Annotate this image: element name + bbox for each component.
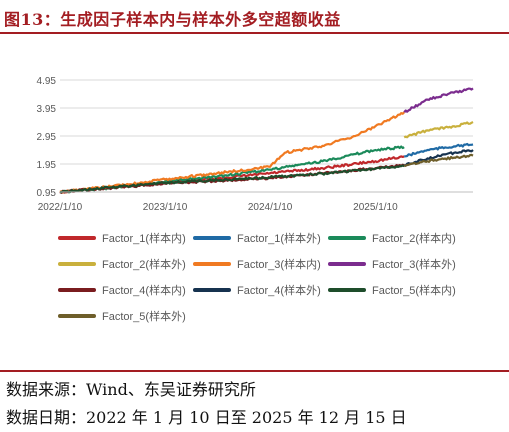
series-line [404, 149, 474, 167]
legend-swatch [58, 314, 96, 318]
legend-item: Factor_4(样本外) [193, 282, 321, 298]
legend-label: Factor_4(样本外) [237, 285, 321, 297]
legend-item: Factor_3(样本内) [193, 256, 321, 272]
y-tick-label: 4.95 [37, 76, 57, 87]
legend-item: Factor_2(样本内) [328, 230, 456, 246]
title-rule [0, 32, 509, 34]
x-tick-label: 2025/1/10 [353, 202, 398, 213]
legend-label: Factor_5(样本内) [372, 285, 456, 297]
legend-swatch [58, 262, 96, 266]
legend-label: Factor_4(样本内) [102, 285, 186, 297]
x-tick-label: 2022/1/10 [38, 202, 83, 213]
series-line [403, 87, 474, 113]
y-tick-label: 3.95 [37, 104, 57, 115]
legend-swatch [328, 288, 366, 292]
legend-swatch [193, 236, 231, 240]
legend-item: Factor_4(样本内) [58, 282, 186, 298]
legend-item: Factor_3(样本外) [328, 256, 456, 272]
y-tick-label: 1.95 [37, 160, 57, 171]
legend-label: Factor_1(样本外) [237, 233, 321, 245]
y-tick-label: 0.95 [37, 188, 57, 199]
legend-item: Factor_1(样本外) [193, 230, 321, 246]
series-line [403, 121, 474, 139]
source-note: 数据来源：Wind、东吴证券研究所 [6, 380, 256, 399]
legend-label: Factor_2(样本内) [372, 233, 456, 245]
date-note: 数据日期：2022 年 1 月 10 日至 2025 年 12 月 15 日 [6, 408, 407, 427]
legend-item: Factor_2(样本外) [58, 256, 186, 272]
figure-title: 图13：生成因子样本内与样本外多空超额收益 [4, 10, 341, 29]
legend-swatch [58, 236, 96, 240]
series-line [59, 164, 405, 194]
axis-layer: 0.95 1.95 2.95 3.95 4.95 2022/1/10 2023/1/10 20… [37, 76, 473, 213]
legend-label: Factor_3(样本内) [237, 259, 321, 271]
legend-label: Factor_5(样本外) [102, 311, 186, 323]
series-line [404, 142, 474, 158]
legend-swatch [193, 262, 231, 266]
x-tick-label: 2023/1/10 [143, 202, 188, 213]
legend-swatch [58, 288, 96, 292]
legend-label: Factor_2(样本外) [102, 259, 186, 271]
legend-item: Factor_5(样本内) [328, 282, 456, 298]
legend-label: Factor_3(样本外) [372, 259, 456, 271]
line-chart: 0.95 1.95 2.95 3.95 4.95 2022/1/10 2023/1/10 20… [37, 76, 474, 213]
legend-swatch [328, 236, 366, 240]
series-line [59, 111, 406, 194]
legend-label: Factor_1(样本内) [102, 233, 186, 245]
legend-item: Factor_5(样本外) [58, 308, 186, 324]
series-line [403, 153, 474, 168]
footer-rule [0, 370, 509, 372]
x-tick-label: 2024/1/10 [248, 202, 293, 213]
legend-swatch [193, 288, 231, 292]
legend-item: Factor_1(样本内) [58, 230, 186, 246]
series-layer [59, 87, 474, 194]
y-tick-label: 2.95 [37, 132, 57, 143]
legend-swatch [328, 262, 366, 266]
